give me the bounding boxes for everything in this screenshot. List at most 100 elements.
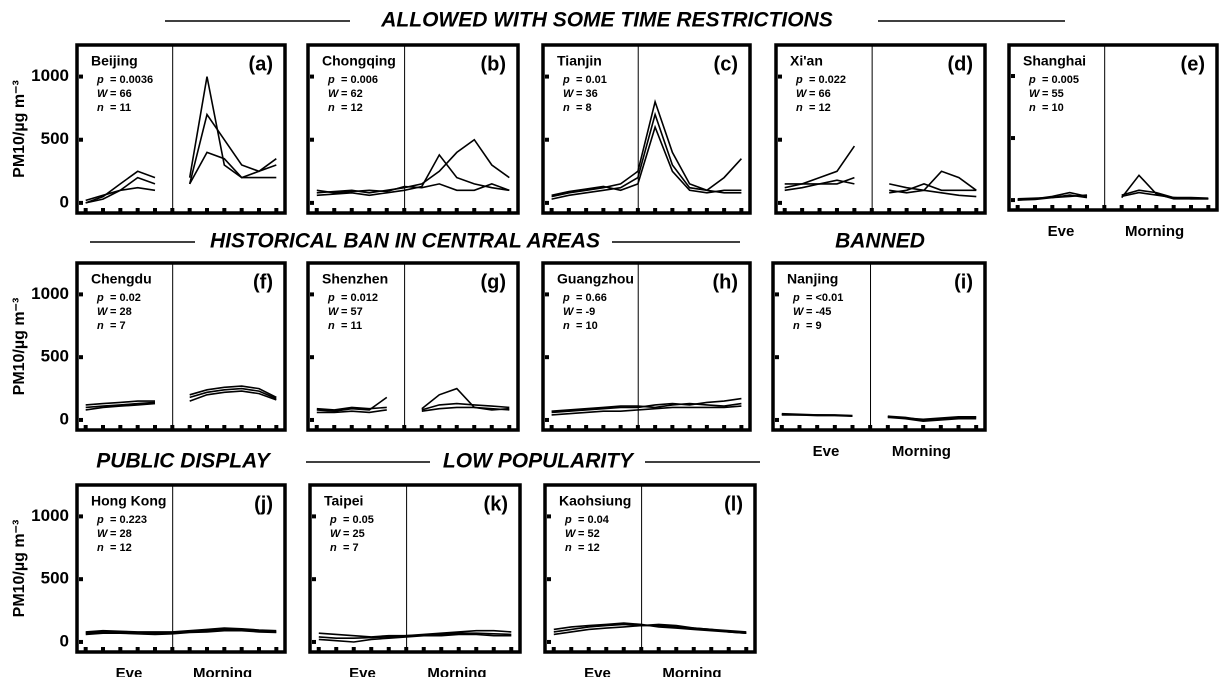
x-tick <box>1015 205 1020 209</box>
y-tick <box>547 639 551 644</box>
data-line <box>551 98 742 198</box>
x-tick <box>101 208 105 212</box>
x-tick <box>153 647 157 651</box>
y-tick <box>545 137 549 142</box>
x-tick <box>1102 205 1107 209</box>
x-tick <box>101 425 105 429</box>
panel-frame <box>306 261 520 432</box>
y-tick-label: 500 <box>41 347 69 366</box>
panel-title: Beijing <box>91 53 138 69</box>
panel-label: (e) <box>1181 53 1205 75</box>
x-tick <box>1154 205 1159 209</box>
x-tick <box>239 208 244 212</box>
panel-title: Xi'an <box>790 53 823 69</box>
x-tick <box>566 208 571 212</box>
panel-label: (j) <box>254 493 273 515</box>
data-line <box>85 627 277 633</box>
x-tick <box>472 208 477 212</box>
y-tick <box>775 355 779 360</box>
x-tick <box>118 425 123 429</box>
panel-frame <box>541 43 752 215</box>
x-tick <box>1137 205 1141 209</box>
y-tick <box>775 417 779 422</box>
x-tick <box>187 425 192 429</box>
x-tick <box>653 208 658 212</box>
x-tick <box>367 208 372 212</box>
x-tick <box>850 425 855 429</box>
stat-symbol: W <box>97 88 109 100</box>
x-tick <box>135 647 140 651</box>
x-tick <box>384 425 389 429</box>
y-axis-label: PM10/µg m⁻³ <box>11 520 28 618</box>
section-header: PUBLIC DISPLAY <box>96 450 271 473</box>
panel-frame <box>75 261 287 432</box>
stat-value: = 7 <box>110 320 126 332</box>
x-tick <box>956 425 961 429</box>
y-tick-label: 0 <box>60 409 69 428</box>
x-tick <box>832 425 837 429</box>
data-line <box>85 629 277 636</box>
x-tick <box>939 208 944 212</box>
x-tick <box>187 647 192 651</box>
stat-symbol: n <box>328 102 335 114</box>
x-tick <box>257 425 261 429</box>
stat-value: = 0.04 <box>578 514 610 526</box>
y-tick <box>547 514 551 519</box>
x-tick <box>1189 205 1193 209</box>
data-line <box>1017 189 1209 201</box>
x-group-label: Morning <box>892 443 951 460</box>
x-tick <box>437 208 442 212</box>
stat-value: = 52 <box>578 528 600 540</box>
x-tick <box>601 425 606 429</box>
x-tick <box>257 208 261 212</box>
x-tick <box>316 647 321 651</box>
x-tick <box>489 425 494 429</box>
x-tick <box>1171 205 1176 209</box>
x-tick <box>566 425 571 429</box>
section-header: BANNED <box>835 230 925 253</box>
data-line <box>551 111 742 200</box>
x-tick <box>454 425 459 429</box>
x-tick <box>454 208 459 212</box>
x-tick <box>507 208 512 212</box>
y-tick <box>310 137 314 142</box>
y-tick-label: 0 <box>60 192 69 211</box>
y-axis-label: PM10/µg m⁻³ <box>11 298 28 396</box>
stat-symbol: W <box>328 306 340 318</box>
stat-symbol: W <box>563 306 575 318</box>
x-tick <box>402 208 407 212</box>
stat-symbol: n <box>565 542 572 554</box>
panel-title: Taipei <box>324 493 363 509</box>
x-tick <box>1206 205 1211 209</box>
y-tick <box>79 137 83 142</box>
panel-label: (h) <box>712 271 738 293</box>
y-tick <box>778 74 782 79</box>
stat-symbol: W <box>565 528 577 540</box>
panel-title: Chengdu <box>91 271 152 287</box>
y-tick-label: 0 <box>60 631 69 650</box>
x-tick <box>118 208 123 212</box>
x-tick <box>618 425 623 429</box>
y-tick <box>1011 74 1015 79</box>
stat-symbol: W <box>97 528 109 540</box>
y-tick-label: 1000 <box>31 66 69 85</box>
x-tick <box>367 425 372 429</box>
stat-symbol: p <box>795 74 803 86</box>
x-tick <box>314 208 319 212</box>
x-tick <box>604 647 609 651</box>
y-tick <box>310 355 314 360</box>
x-tick <box>797 425 802 429</box>
data-line <box>316 138 510 194</box>
x-group-label: Eve <box>349 665 376 677</box>
panel-title: Shenzhen <box>322 271 388 287</box>
stat-symbol: p <box>96 74 104 86</box>
data-line <box>316 402 510 411</box>
panel-frame <box>771 261 987 432</box>
panel-title: Tianjin <box>557 53 602 69</box>
data-line <box>316 153 510 197</box>
y-tick <box>778 137 782 142</box>
x-tick <box>903 425 908 429</box>
x-tick <box>586 647 591 651</box>
x-tick <box>551 647 556 651</box>
x-tick <box>83 208 88 212</box>
